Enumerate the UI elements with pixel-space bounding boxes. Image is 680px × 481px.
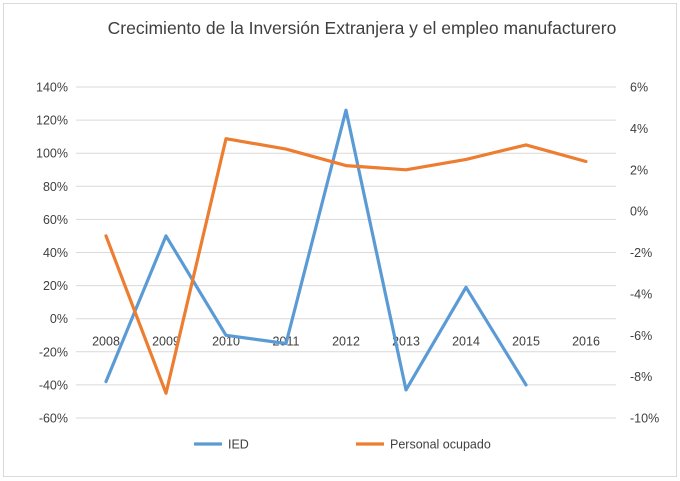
series-line (104, 108, 528, 392)
y-right-tick-label: -10% (630, 412, 659, 426)
chart-title: Crecimiento de la Inversión Extranjera y… (108, 18, 617, 38)
y-right-tick-label: -8% (630, 370, 652, 384)
gridlines (76, 86, 616, 419)
x-tick-label: 2013 (392, 335, 420, 349)
series-lines (104, 108, 588, 395)
y-left-tick-label: -60% (39, 412, 68, 426)
chart-frame: Crecimiento de la Inversión Extranjera y… (3, 3, 677, 477)
x-tick-label: 2014 (452, 335, 480, 349)
x-tick-label: 2012 (332, 335, 360, 349)
x-tick-label: 2009 (152, 335, 180, 349)
y-left-tick-label: 40% (43, 246, 68, 260)
category-labels: 2008 2009 2010 2011 2012 2013 2014 2015 2016 (92, 335, 600, 349)
y-left-tick-label: 0% (50, 312, 68, 326)
y-right-tick-label: -2% (630, 246, 652, 260)
y-right-tick-label: 4% (630, 122, 648, 136)
right-axis: -10% -8% -6% -4% -2% 0% 2% 4% 6% (630, 81, 659, 426)
y-left-tick-label: 100% (36, 147, 68, 161)
y-left-tick-label: 140% (36, 81, 68, 95)
y-left-tick-label: -40% (39, 378, 68, 392)
y-right-tick-label: 6% (630, 81, 648, 95)
y-right-tick-label: -4% (630, 287, 652, 301)
y-left-tick-label: 60% (43, 213, 68, 227)
line-chart: Crecimiento de la Inversión Extranjera y… (36, 18, 659, 452)
x-tick-label: 2016 (572, 335, 600, 349)
series-line (104, 137, 588, 395)
x-tick-label: 2010 (212, 335, 240, 349)
left-axis: -60% -40% -20% 0% 20% 40% 60% 80% 100% 120% 140% (36, 81, 68, 426)
y-right-tick-label: -6% (630, 329, 652, 343)
x-tick-label: 2008 (92, 335, 120, 349)
y-left-tick-label: 80% (43, 180, 68, 194)
y-left-tick-label: 20% (43, 279, 68, 293)
y-right-tick-label: 2% (630, 163, 648, 177)
legend: IED Personal ocupado (194, 438, 491, 452)
legend-label: IED (228, 438, 249, 452)
y-left-tick-label: -20% (39, 345, 68, 359)
y-right-tick-label: 0% (630, 205, 648, 219)
y-left-tick-label: 120% (36, 114, 68, 128)
x-tick-label: 2015 (512, 335, 540, 349)
legend-label: Personal ocupado (390, 438, 491, 452)
